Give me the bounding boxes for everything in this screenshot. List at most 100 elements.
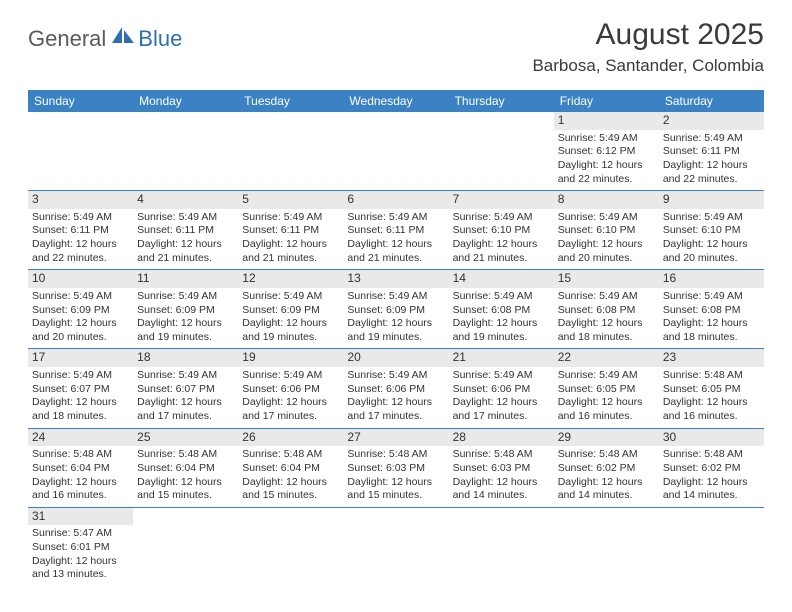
sunrise-line: Sunrise: 5:49 AM xyxy=(137,290,234,304)
sunset-line: Sunset: 6:03 PM xyxy=(347,462,444,476)
day-number: 21 xyxy=(449,349,554,367)
sunrise-line: Sunrise: 5:49 AM xyxy=(558,369,655,383)
calendar-cell: 14Sunrise: 5:49 AMSunset: 6:08 PMDayligh… xyxy=(449,270,554,349)
calendar-cell xyxy=(238,112,343,191)
day-body: Sunrise: 5:49 AMSunset: 6:09 PMDaylight:… xyxy=(238,288,343,349)
calendar-cell xyxy=(449,507,554,586)
calendar-cell: 1Sunrise: 5:49 AMSunset: 6:12 PMDaylight… xyxy=(554,112,659,191)
calendar-cell: 22Sunrise: 5:49 AMSunset: 6:05 PMDayligh… xyxy=(554,349,659,428)
calendar-cell: 8Sunrise: 5:49 AMSunset: 6:10 PMDaylight… xyxy=(554,191,659,270)
daylight-line: Daylight: 12 hours and 22 minutes. xyxy=(558,159,655,186)
sunset-line: Sunset: 6:09 PM xyxy=(242,304,339,318)
day-number: 12 xyxy=(238,270,343,288)
sunset-line: Sunset: 6:11 PM xyxy=(137,224,234,238)
calendar-cell xyxy=(133,507,238,586)
calendar-cell: 21Sunrise: 5:49 AMSunset: 6:06 PMDayligh… xyxy=(449,349,554,428)
sunset-line: Sunset: 6:12 PM xyxy=(558,145,655,159)
sunrise-line: Sunrise: 5:49 AM xyxy=(453,290,550,304)
sunrise-line: Sunrise: 5:49 AM xyxy=(137,211,234,225)
day-number: 20 xyxy=(343,349,448,367)
calendar-cell: 23Sunrise: 5:48 AMSunset: 6:05 PMDayligh… xyxy=(659,349,764,428)
day-number: 22 xyxy=(554,349,659,367)
daylight-line: Daylight: 12 hours and 21 minutes. xyxy=(347,238,444,265)
day-number: 11 xyxy=(133,270,238,288)
day-number: 23 xyxy=(659,349,764,367)
sunset-line: Sunset: 6:04 PM xyxy=(32,462,129,476)
day-header: Tuesday xyxy=(238,90,343,112)
sunset-line: Sunset: 6:04 PM xyxy=(242,462,339,476)
day-number: 29 xyxy=(554,429,659,447)
sunset-line: Sunset: 6:02 PM xyxy=(558,462,655,476)
daylight-line: Daylight: 12 hours and 17 minutes. xyxy=(347,396,444,423)
daylight-line: Daylight: 12 hours and 17 minutes. xyxy=(137,396,234,423)
sunrise-line: Sunrise: 5:48 AM xyxy=(137,448,234,462)
sunset-line: Sunset: 6:02 PM xyxy=(663,462,760,476)
sunset-line: Sunset: 6:11 PM xyxy=(663,145,760,159)
daylight-line: Daylight: 12 hours and 22 minutes. xyxy=(32,238,129,265)
sunrise-line: Sunrise: 5:49 AM xyxy=(32,211,129,225)
daylight-line: Daylight: 12 hours and 19 minutes. xyxy=(453,317,550,344)
sunrise-line: Sunrise: 5:49 AM xyxy=(558,132,655,146)
day-body: Sunrise: 5:49 AMSunset: 6:09 PMDaylight:… xyxy=(28,288,133,349)
calendar-cell: 24Sunrise: 5:48 AMSunset: 6:04 PMDayligh… xyxy=(28,428,133,507)
daylight-line: Daylight: 12 hours and 16 minutes. xyxy=(32,476,129,503)
day-body: Sunrise: 5:49 AMSunset: 6:08 PMDaylight:… xyxy=(449,288,554,349)
calendar-cell xyxy=(28,112,133,191)
daylight-line: Daylight: 12 hours and 21 minutes. xyxy=(453,238,550,265)
day-body: Sunrise: 5:49 AMSunset: 6:08 PMDaylight:… xyxy=(554,288,659,349)
daylight-line: Daylight: 12 hours and 14 minutes. xyxy=(663,476,760,503)
calendar-cell xyxy=(133,112,238,191)
day-number: 19 xyxy=(238,349,343,367)
day-body: Sunrise: 5:49 AMSunset: 6:06 PMDaylight:… xyxy=(343,367,448,428)
daylight-line: Daylight: 12 hours and 15 minutes. xyxy=(137,476,234,503)
calendar-cell: 25Sunrise: 5:48 AMSunset: 6:04 PMDayligh… xyxy=(133,428,238,507)
sunrise-line: Sunrise: 5:47 AM xyxy=(32,527,129,541)
daylight-line: Daylight: 12 hours and 13 minutes. xyxy=(32,555,129,582)
sunrise-line: Sunrise: 5:49 AM xyxy=(242,369,339,383)
sunrise-line: Sunrise: 5:49 AM xyxy=(453,369,550,383)
logo: General Blue xyxy=(28,18,182,52)
day-number: 26 xyxy=(238,429,343,447)
calendar-row: 3Sunrise: 5:49 AMSunset: 6:11 PMDaylight… xyxy=(28,191,764,270)
calendar-cell: 7Sunrise: 5:49 AMSunset: 6:10 PMDaylight… xyxy=(449,191,554,270)
calendar-row: 24Sunrise: 5:48 AMSunset: 6:04 PMDayligh… xyxy=(28,428,764,507)
day-number: 15 xyxy=(554,270,659,288)
calendar-cell xyxy=(449,112,554,191)
day-header: Saturday xyxy=(659,90,764,112)
sunrise-line: Sunrise: 5:48 AM xyxy=(347,448,444,462)
sunset-line: Sunset: 6:11 PM xyxy=(347,224,444,238)
calendar-cell: 13Sunrise: 5:49 AMSunset: 6:09 PMDayligh… xyxy=(343,270,448,349)
sunrise-line: Sunrise: 5:49 AM xyxy=(32,290,129,304)
sunset-line: Sunset: 6:09 PM xyxy=(347,304,444,318)
daylight-line: Daylight: 12 hours and 21 minutes. xyxy=(242,238,339,265)
day-header: Wednesday xyxy=(343,90,448,112)
calendar-row: 31Sunrise: 5:47 AMSunset: 6:01 PMDayligh… xyxy=(28,507,764,586)
daylight-line: Daylight: 12 hours and 19 minutes. xyxy=(137,317,234,344)
day-header: Friday xyxy=(554,90,659,112)
day-body: Sunrise: 5:49 AMSunset: 6:11 PMDaylight:… xyxy=(28,209,133,270)
location: Barbosa, Santander, Colombia xyxy=(532,56,764,76)
calendar-cell: 11Sunrise: 5:49 AMSunset: 6:09 PMDayligh… xyxy=(133,270,238,349)
calendar-cell: 3Sunrise: 5:49 AMSunset: 6:11 PMDaylight… xyxy=(28,191,133,270)
day-number: 27 xyxy=(343,429,448,447)
page-title: August 2025 xyxy=(532,18,764,52)
daylight-line: Daylight: 12 hours and 20 minutes. xyxy=(32,317,129,344)
day-body: Sunrise: 5:47 AMSunset: 6:01 PMDaylight:… xyxy=(28,525,133,586)
calendar-cell: 30Sunrise: 5:48 AMSunset: 6:02 PMDayligh… xyxy=(659,428,764,507)
sunrise-line: Sunrise: 5:49 AM xyxy=(663,290,760,304)
sunset-line: Sunset: 6:07 PM xyxy=(137,383,234,397)
day-number: 30 xyxy=(659,429,764,447)
calendar-cell: 20Sunrise: 5:49 AMSunset: 6:06 PMDayligh… xyxy=(343,349,448,428)
day-body: Sunrise: 5:48 AMSunset: 6:03 PMDaylight:… xyxy=(449,446,554,507)
daylight-line: Daylight: 12 hours and 18 minutes. xyxy=(32,396,129,423)
day-number: 3 xyxy=(28,191,133,209)
day-body: Sunrise: 5:49 AMSunset: 6:10 PMDaylight:… xyxy=(659,209,764,270)
day-body: Sunrise: 5:49 AMSunset: 6:12 PMDaylight:… xyxy=(554,130,659,191)
day-body: Sunrise: 5:48 AMSunset: 6:03 PMDaylight:… xyxy=(343,446,448,507)
day-header: Thursday xyxy=(449,90,554,112)
sunrise-line: Sunrise: 5:49 AM xyxy=(242,290,339,304)
day-body: Sunrise: 5:49 AMSunset: 6:09 PMDaylight:… xyxy=(343,288,448,349)
sunrise-line: Sunrise: 5:48 AM xyxy=(663,448,760,462)
header: General Blue August 2025 Barbosa, Santan… xyxy=(0,0,792,84)
sunset-line: Sunset: 6:05 PM xyxy=(663,383,760,397)
